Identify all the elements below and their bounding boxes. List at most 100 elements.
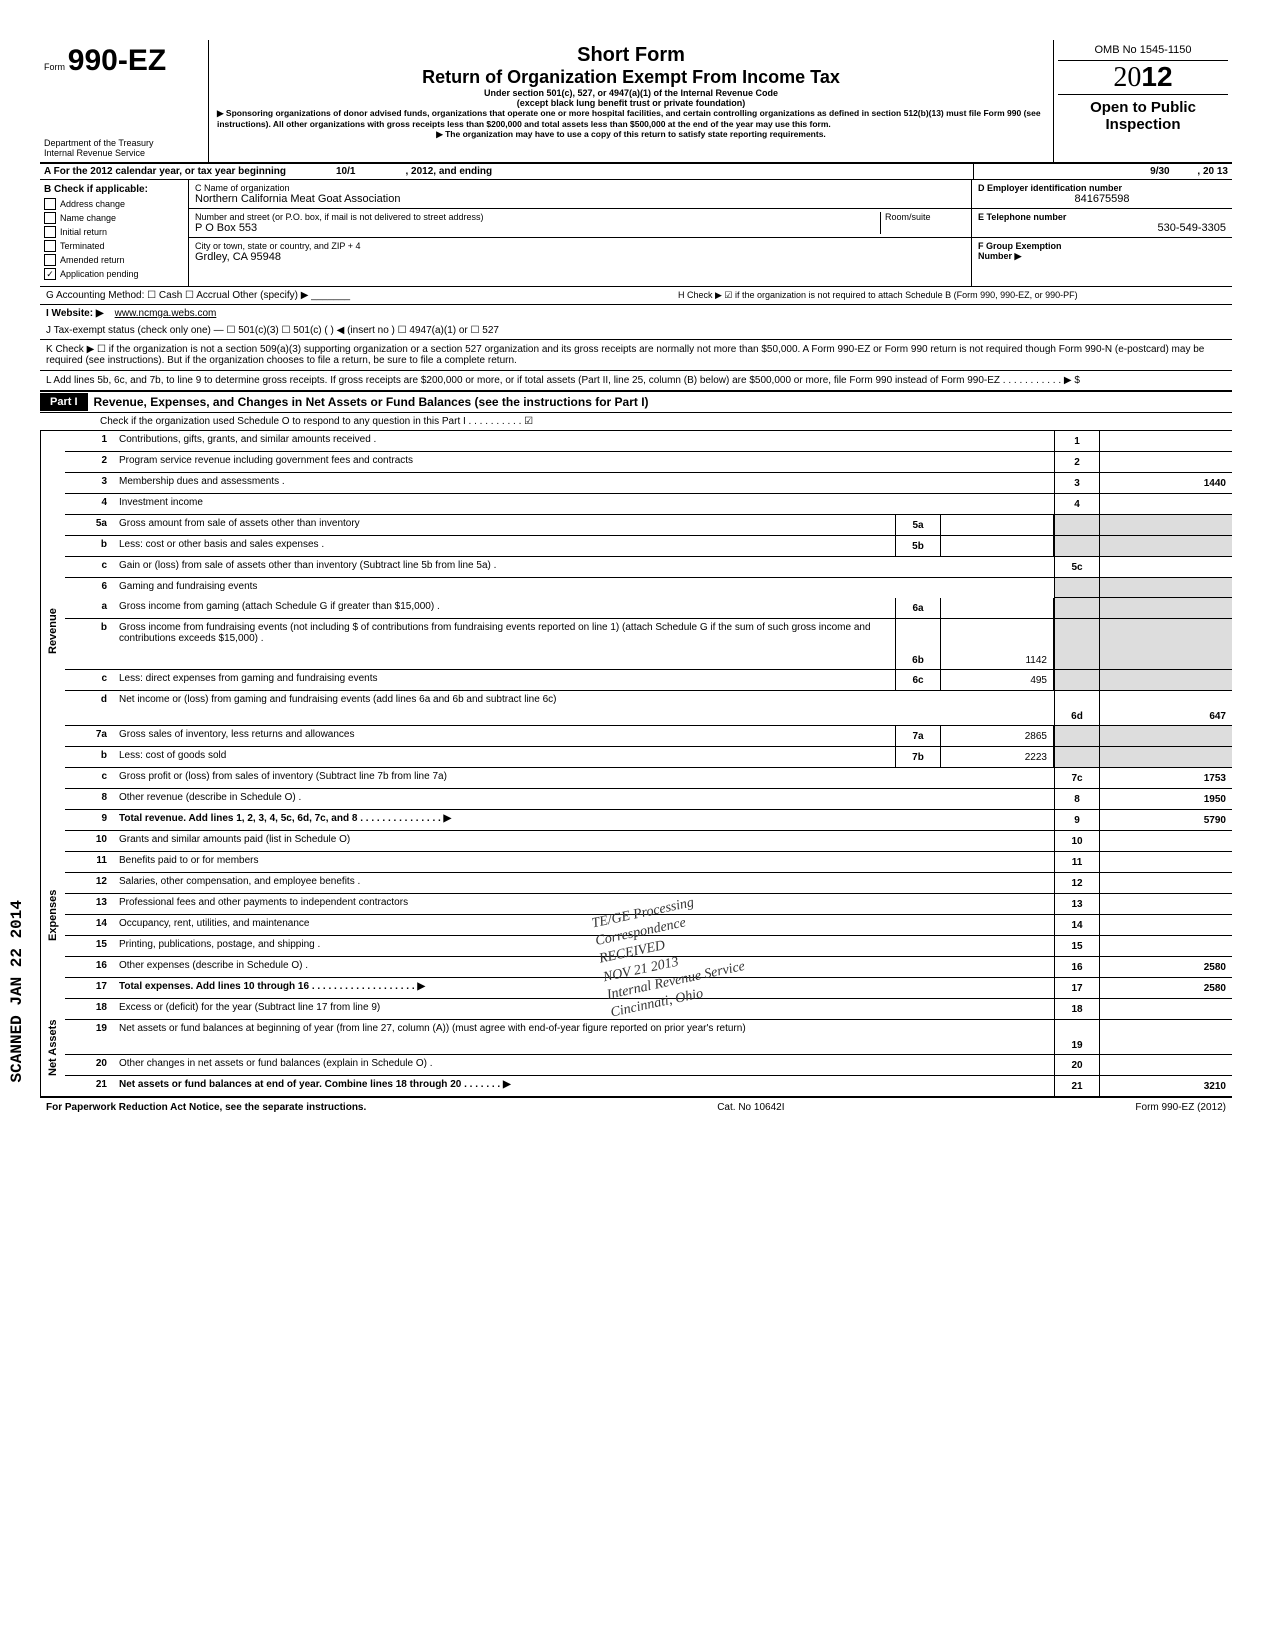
website-value: www.ncmga.webs.com [115, 308, 217, 319]
section-d-label: D Employer identification number [978, 183, 1226, 193]
line19-box: 19 [1054, 1020, 1099, 1054]
year-prefix: 20 [1113, 62, 1141, 93]
line19-num: 19 [65, 1020, 113, 1054]
revenue-section: Revenue 1Contributions, gifts, grants, a… [40, 431, 1232, 831]
line2-val [1099, 452, 1232, 472]
line7c-val: 1753 [1099, 768, 1232, 788]
subtitle1: Under section 501(c), 527, or 4947(a)(1)… [217, 88, 1045, 98]
line18-text: Excess or (deficit) for the year (Subtra… [113, 999, 1054, 1019]
form-prefix: Form [44, 62, 65, 72]
line5c-text: Gain or (loss) from sale of assets other… [113, 557, 1054, 577]
line20-val [1099, 1055, 1232, 1075]
line7a-shadeval [1099, 726, 1232, 746]
row-g-h: G Accounting Method: ☐ Cash ☐ Accrual Ot… [40, 287, 1232, 305]
footer-mid: Cat. No 10642I [717, 1102, 784, 1113]
line4-num: 4 [65, 494, 113, 514]
line17-text: Total expenses. Add lines 10 through 16 … [113, 978, 1054, 998]
room-suite-label: Room/suite [885, 212, 965, 222]
line20-num: 20 [65, 1055, 113, 1075]
line6a-shade [1054, 598, 1099, 618]
line15-text: Printing, publications, postage, and shi… [113, 936, 1054, 956]
org-address: P O Box 553 [195, 222, 880, 234]
phone-value: 530-549-3305 [978, 222, 1226, 234]
line14-box: 14 [1054, 915, 1099, 935]
part1-title: Revenue, Expenses, and Changes in Net As… [88, 392, 1232, 412]
line6b-text: Gross income from fundraising events (no… [113, 619, 895, 669]
line19-text: Net assets or fund balances at beginning… [113, 1020, 1054, 1054]
line15-num: 15 [65, 936, 113, 956]
open-to-public: Open to Public [1058, 99, 1228, 116]
row-a-begin: 10/1 [336, 166, 355, 177]
checkbox-initial-return[interactable] [44, 226, 56, 238]
line3-val: 1440 [1099, 473, 1232, 493]
return-title: Return of Organization Exempt From Incom… [217, 67, 1045, 88]
header-block: B Check if applicable: Address change Na… [40, 180, 1232, 287]
checkbox-name-change[interactable] [44, 212, 56, 224]
label-address-change: Address change [60, 199, 125, 209]
line16-num: 16 [65, 957, 113, 977]
line5a-text: Gross amount from sale of assets other t… [113, 515, 895, 535]
line6a-mval [941, 598, 1054, 618]
label-name-change: Name change [60, 213, 116, 223]
line7a-mbox: 7a [895, 726, 941, 746]
checkbox-terminated[interactable] [44, 240, 56, 252]
footer-right: Form 990-EZ (2012) [1135, 1102, 1226, 1113]
line5a-shadeval [1099, 515, 1232, 535]
line6d-box: 6d [1054, 691, 1099, 725]
line4-val [1099, 494, 1232, 514]
label-amended: Amended return [60, 255, 125, 265]
line8-box: 8 [1054, 789, 1099, 809]
dept-treasury: Department of the Treasury [44, 138, 204, 148]
line5b-num: b [65, 536, 113, 556]
line6b-shade [1054, 619, 1099, 669]
line6a-text: Gross income from gaming (attach Schedul… [113, 598, 895, 618]
line21-box: 21 [1054, 1076, 1099, 1096]
line1-box: 1 [1054, 431, 1099, 451]
line6-text: Gaming and fundraising events [113, 578, 1054, 598]
line7a-text: Gross sales of inventory, less returns a… [113, 726, 895, 746]
row-l: L Add lines 5b, 6c, and 7b, to line 9 to… [40, 371, 1232, 392]
line1-num: 1 [65, 431, 113, 451]
tax-year: 2012 [1058, 61, 1228, 94]
line17-val: 2580 [1099, 978, 1232, 998]
line6a-num: a [65, 598, 113, 618]
line5a-mval [941, 515, 1054, 535]
part1-sub: Check if the organization used Schedule … [40, 413, 1232, 431]
row-k: K Check ▶ ☐ if the organization is not a… [40, 340, 1232, 371]
checkbox-address-change[interactable] [44, 198, 56, 210]
line6c-mval: 495 [941, 670, 1054, 690]
line5a-mbox: 5a [895, 515, 941, 535]
line5b-mbox: 5b [895, 536, 941, 556]
year-bold: 12 [1141, 61, 1172, 92]
line15-box: 15 [1054, 936, 1099, 956]
inspection-label: Inspection [1058, 116, 1228, 133]
section-c-city-label: City or town, state or country, and ZIP … [195, 241, 965, 251]
org-city: Grdley, CA 95948 [195, 251, 965, 263]
line1-text: Contributions, gifts, grants, and simila… [113, 431, 1054, 451]
line7c-box: 7c [1054, 768, 1099, 788]
line6c-shade [1054, 670, 1099, 690]
line7b-shadeval [1099, 747, 1232, 767]
line16-box: 16 [1054, 957, 1099, 977]
revenue-side-label: Revenue [40, 431, 65, 831]
checkbox-amended[interactable] [44, 254, 56, 266]
line12-val [1099, 873, 1232, 893]
line12-text: Salaries, other compensation, and employ… [113, 873, 1054, 893]
row-h: H Check ▶ ☑ if the organization is not r… [672, 287, 1232, 304]
line5b-mval [941, 536, 1054, 556]
scanned-stamp: SCANNED JAN 22 2014 [8, 900, 26, 1082]
line12-box: 12 [1054, 873, 1099, 893]
line3-num: 3 [65, 473, 113, 493]
checkbox-application-pending[interactable]: ✓ [44, 268, 56, 280]
short-form-title: Short Form [217, 44, 1045, 67]
line21-num: 21 [65, 1076, 113, 1096]
line3-box: 3 [1054, 473, 1099, 493]
line10-box: 10 [1054, 831, 1099, 851]
line7a-num: 7a [65, 726, 113, 746]
label-initial-return: Initial return [60, 227, 107, 237]
line6c-num: c [65, 670, 113, 690]
label-terminated: Terminated [60, 241, 105, 251]
line13-val [1099, 894, 1232, 914]
line5c-box: 5c [1054, 557, 1099, 577]
line6-num: 6 [65, 578, 113, 598]
